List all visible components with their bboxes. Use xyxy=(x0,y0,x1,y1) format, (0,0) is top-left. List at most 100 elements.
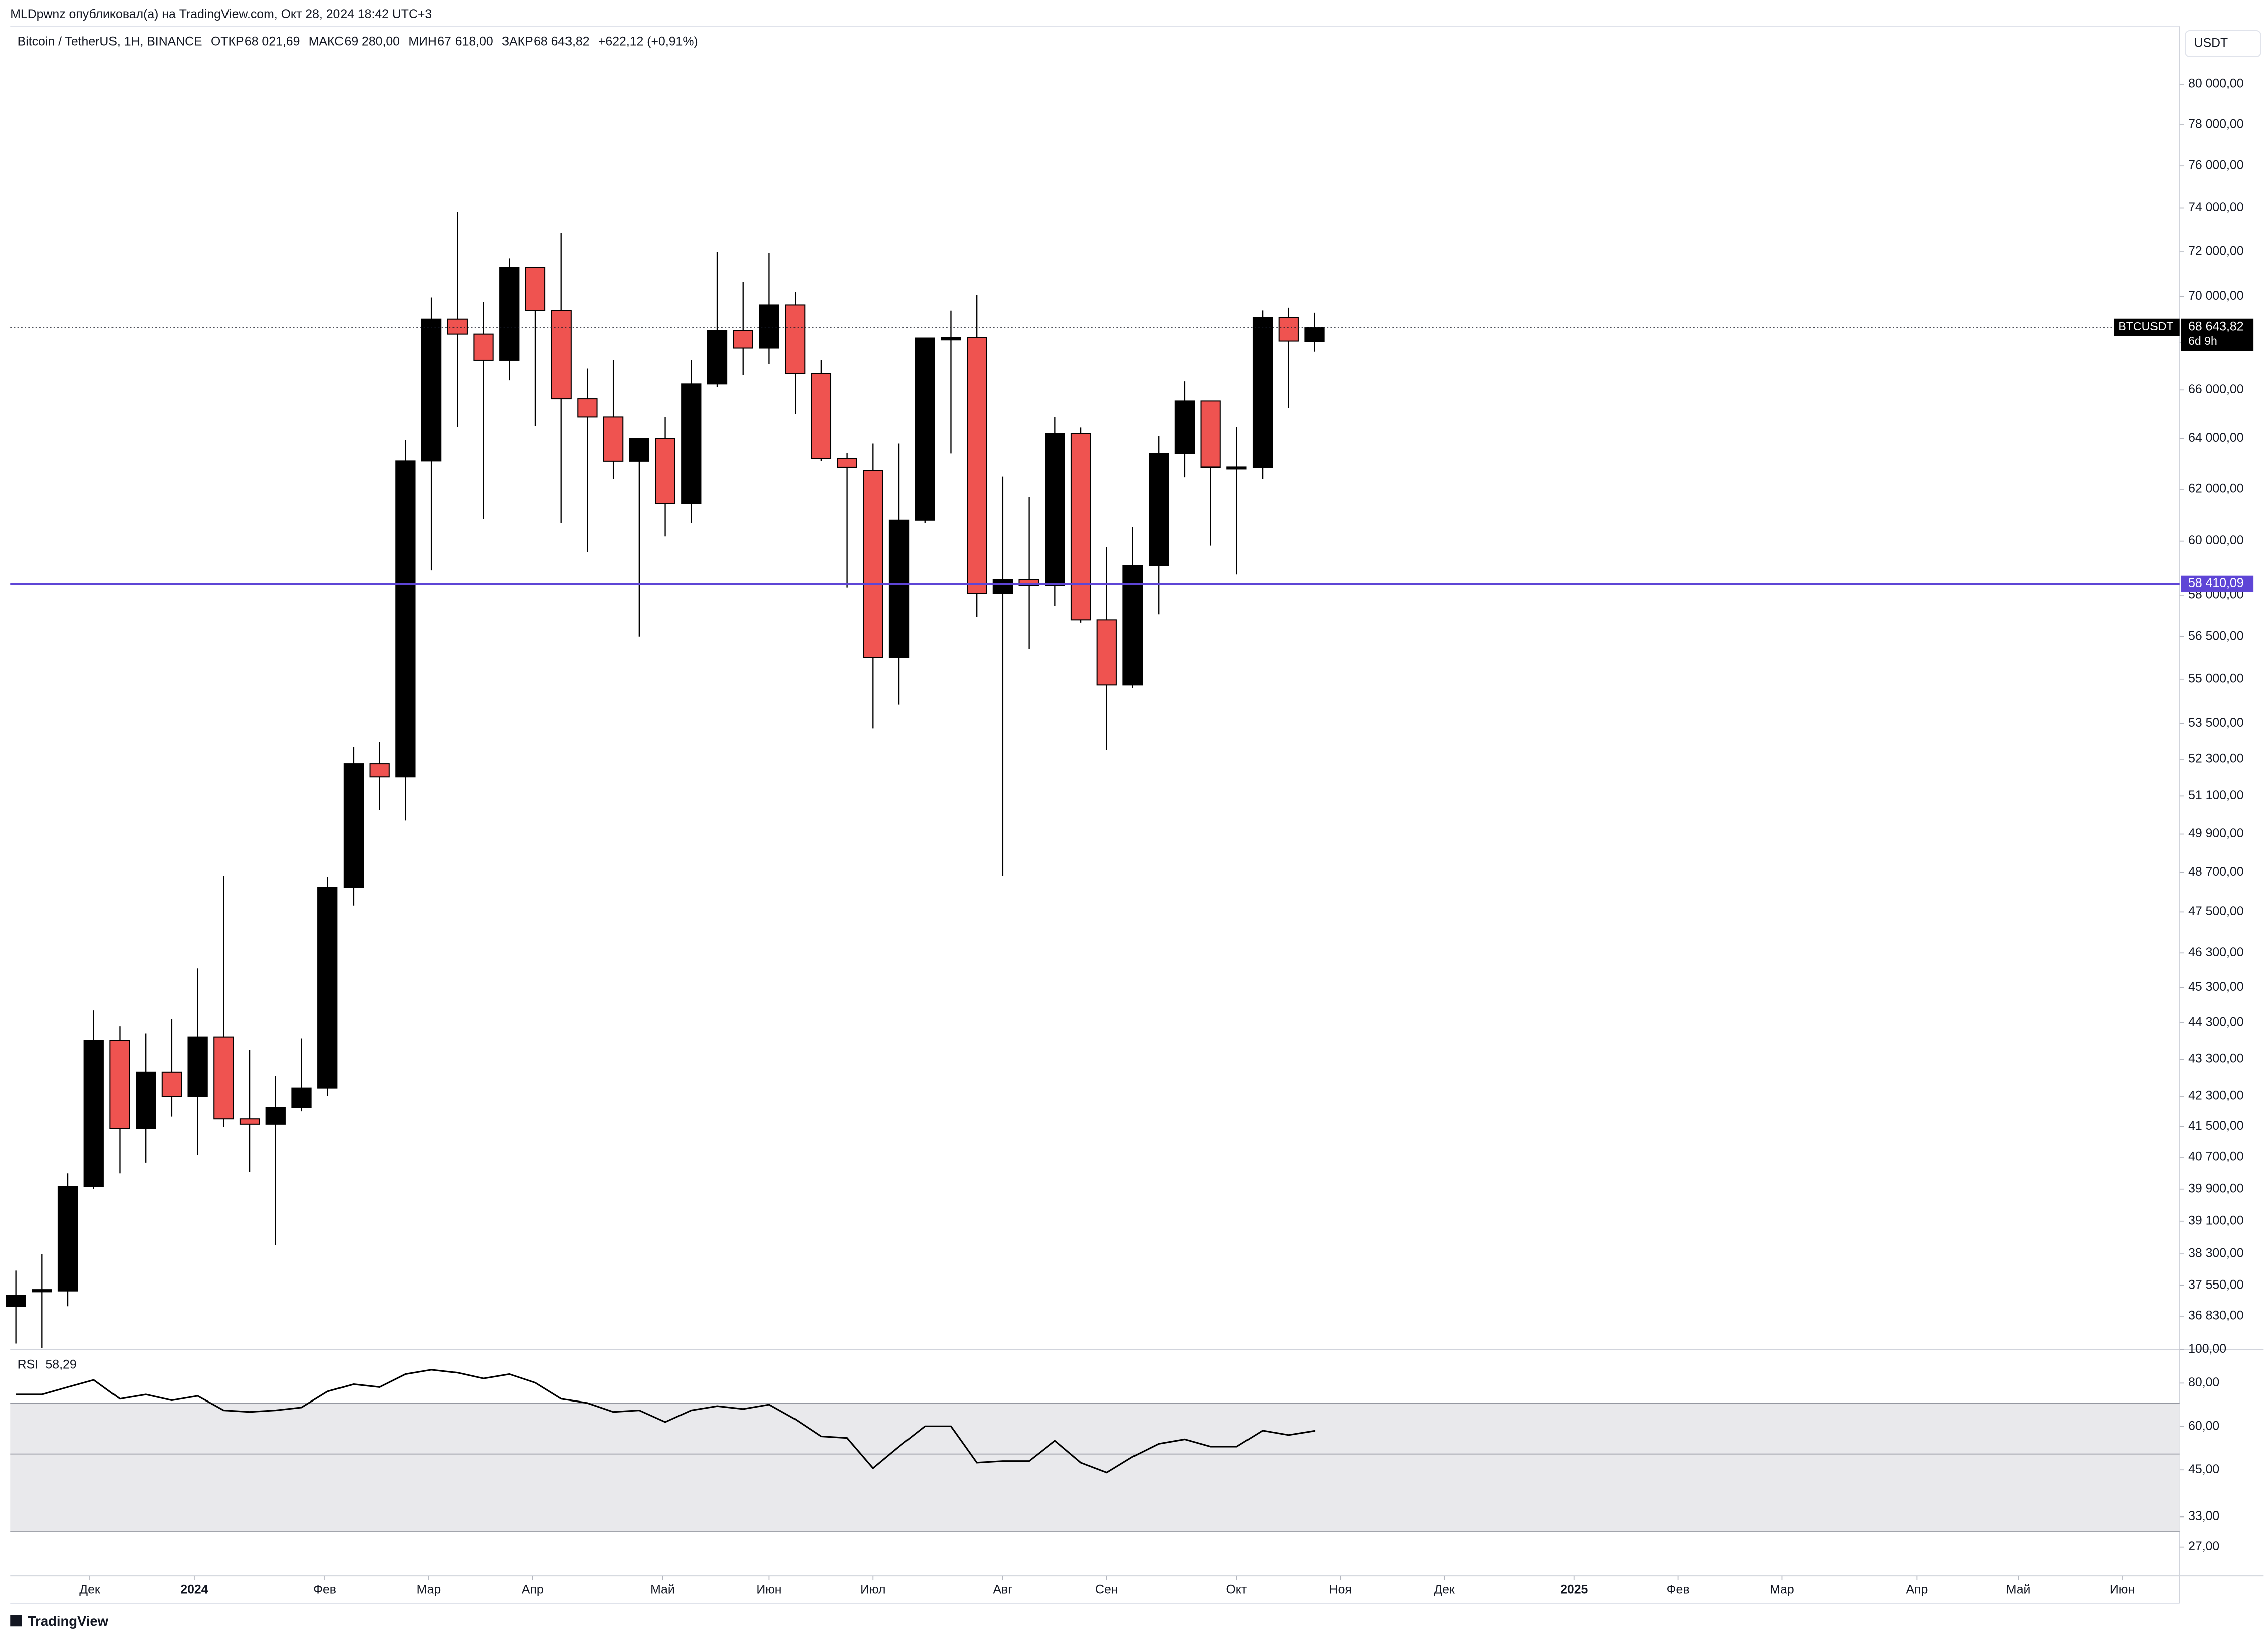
rsi-band xyxy=(10,1403,2180,1532)
candle-down xyxy=(785,304,806,374)
y-tick-label: 45 300,00 xyxy=(2188,980,2243,994)
candle-down xyxy=(473,333,494,361)
y-tick-label: 100,00 xyxy=(2188,1342,2226,1356)
x-tick-label: 2025 xyxy=(1560,1583,1588,1597)
y-tick-label: 52 300,00 xyxy=(2188,752,2243,766)
price-label: 68 643,82 xyxy=(2188,320,2243,334)
rsi-line xyxy=(16,1369,1315,1474)
candle-down xyxy=(837,458,857,468)
candle-down xyxy=(447,318,468,335)
y-tick-label: 42 300,00 xyxy=(2188,1089,2243,1103)
x-tick-label: Мар xyxy=(417,1583,441,1597)
y-tick-label: 78 000,00 xyxy=(2188,118,2243,131)
ohlc-label: ОТКР xyxy=(211,35,244,49)
footer-logo: TradingView xyxy=(10,1613,109,1629)
candle-up xyxy=(941,337,961,341)
candle-up xyxy=(317,887,338,1089)
x-tick-label: Июл xyxy=(860,1583,885,1597)
frame xyxy=(10,26,2264,1604)
y-tick-label: 39 100,00 xyxy=(2188,1214,2243,1227)
x-tick-label: Мар xyxy=(1770,1583,1794,1597)
candle-up xyxy=(759,304,779,349)
symbol-title: Bitcoin / TetherUS, 1H, BINANCE xyxy=(18,35,202,49)
y-tick-label: 64 000,00 xyxy=(2188,431,2243,445)
candle-down xyxy=(733,330,753,349)
x-tick-label: Сен xyxy=(1095,1583,1118,1597)
candle-up xyxy=(1304,327,1325,342)
y-tick-label: 45,00 xyxy=(2188,1463,2219,1476)
x-tick-label: Дек xyxy=(79,1583,100,1597)
y-tick-label: 40 700,00 xyxy=(2188,1150,2243,1164)
x-tick-label: Ноя xyxy=(1329,1583,1352,1597)
symbol-box xyxy=(2114,318,2180,336)
candle-down xyxy=(109,1040,130,1130)
y-tick-label: 47 500,00 xyxy=(2188,905,2243,918)
x-tick-label: Май xyxy=(650,1583,675,1597)
y-tick-label: 27,00 xyxy=(2188,1540,2219,1553)
x-tick-label: Авг xyxy=(993,1583,1012,1597)
y-tick-label: 53 500,00 xyxy=(2188,716,2243,730)
y-tick-label: 39 900,00 xyxy=(2188,1182,2243,1195)
candle-up xyxy=(136,1071,156,1130)
candle-up xyxy=(915,337,935,521)
y-tick-label: 80,00 xyxy=(2188,1376,2219,1389)
candle-down xyxy=(551,310,572,400)
y-tick-label: 49 900,00 xyxy=(2188,827,2243,840)
y-tick-label: 38 300,00 xyxy=(2188,1247,2243,1260)
y-tick-label: 70 000,00 xyxy=(2188,289,2243,303)
x-tick-label: Апр xyxy=(1906,1583,1928,1597)
x-tick-label: Июн xyxy=(756,1583,781,1597)
candle-up xyxy=(992,579,1013,594)
symbol-label: BTCUSDT xyxy=(2118,320,2173,333)
candle-down xyxy=(239,1118,260,1125)
y-tick-label: 33,00 xyxy=(2188,1509,2219,1523)
ohlc-label: МИН xyxy=(408,35,436,49)
x-tick-label: Фев xyxy=(313,1583,336,1597)
candle-up xyxy=(343,763,364,888)
level-label-box xyxy=(2181,575,2254,592)
candle-up xyxy=(681,383,702,504)
candle-up xyxy=(1226,466,1247,470)
candle-down xyxy=(603,416,624,462)
rsi-value: 58,29 xyxy=(46,1358,77,1372)
author-line: MLDpwnz опубликовал(а) на TradingView.co… xyxy=(10,8,432,21)
candle-up xyxy=(395,460,416,778)
y-tick-label: 44 300,00 xyxy=(2188,1016,2243,1029)
candle-down xyxy=(655,438,675,504)
candle-up xyxy=(1149,453,1169,566)
y-tick-label: 74 000,00 xyxy=(2188,201,2243,214)
x-tick-label: Фев xyxy=(1667,1583,1690,1597)
y-tick-label: 46 300,00 xyxy=(2188,946,2243,959)
candle-up xyxy=(1252,317,1273,468)
candle-up xyxy=(421,318,442,462)
y-tick-label: 43 300,00 xyxy=(2188,1052,2243,1066)
candle-up xyxy=(1122,565,1143,686)
rsi-current xyxy=(1313,1430,1316,1432)
x-tick-label: Апр xyxy=(522,1583,544,1597)
y-tick-label: 60,00 xyxy=(2188,1419,2219,1433)
y-tick-label: 56 500,00 xyxy=(2188,629,2243,643)
ohlc-label: ЗАКР xyxy=(502,35,533,49)
candle-down xyxy=(863,470,883,658)
y-tick-label: 37 550,00 xyxy=(2188,1278,2243,1292)
candle-down xyxy=(161,1071,182,1097)
candle-up xyxy=(499,267,520,361)
candle-up xyxy=(83,1040,104,1187)
candle-up xyxy=(187,1036,208,1097)
y-tick-label: 76 000,00 xyxy=(2188,159,2243,172)
candle-down xyxy=(1278,317,1299,342)
candle-up xyxy=(629,438,649,462)
candle-up xyxy=(291,1087,312,1108)
level-label: 58 410,09 xyxy=(2188,576,2243,590)
y-tick-label: 55 000,00 xyxy=(2188,672,2243,685)
candle-down xyxy=(525,267,546,311)
candle-up xyxy=(6,1295,26,1307)
y-tick-label: 66 000,00 xyxy=(2188,383,2243,396)
candle-up xyxy=(888,519,910,658)
candle-up xyxy=(265,1107,286,1125)
x-tick-label: Май xyxy=(2006,1583,2031,1597)
candle-down xyxy=(1200,400,1221,468)
